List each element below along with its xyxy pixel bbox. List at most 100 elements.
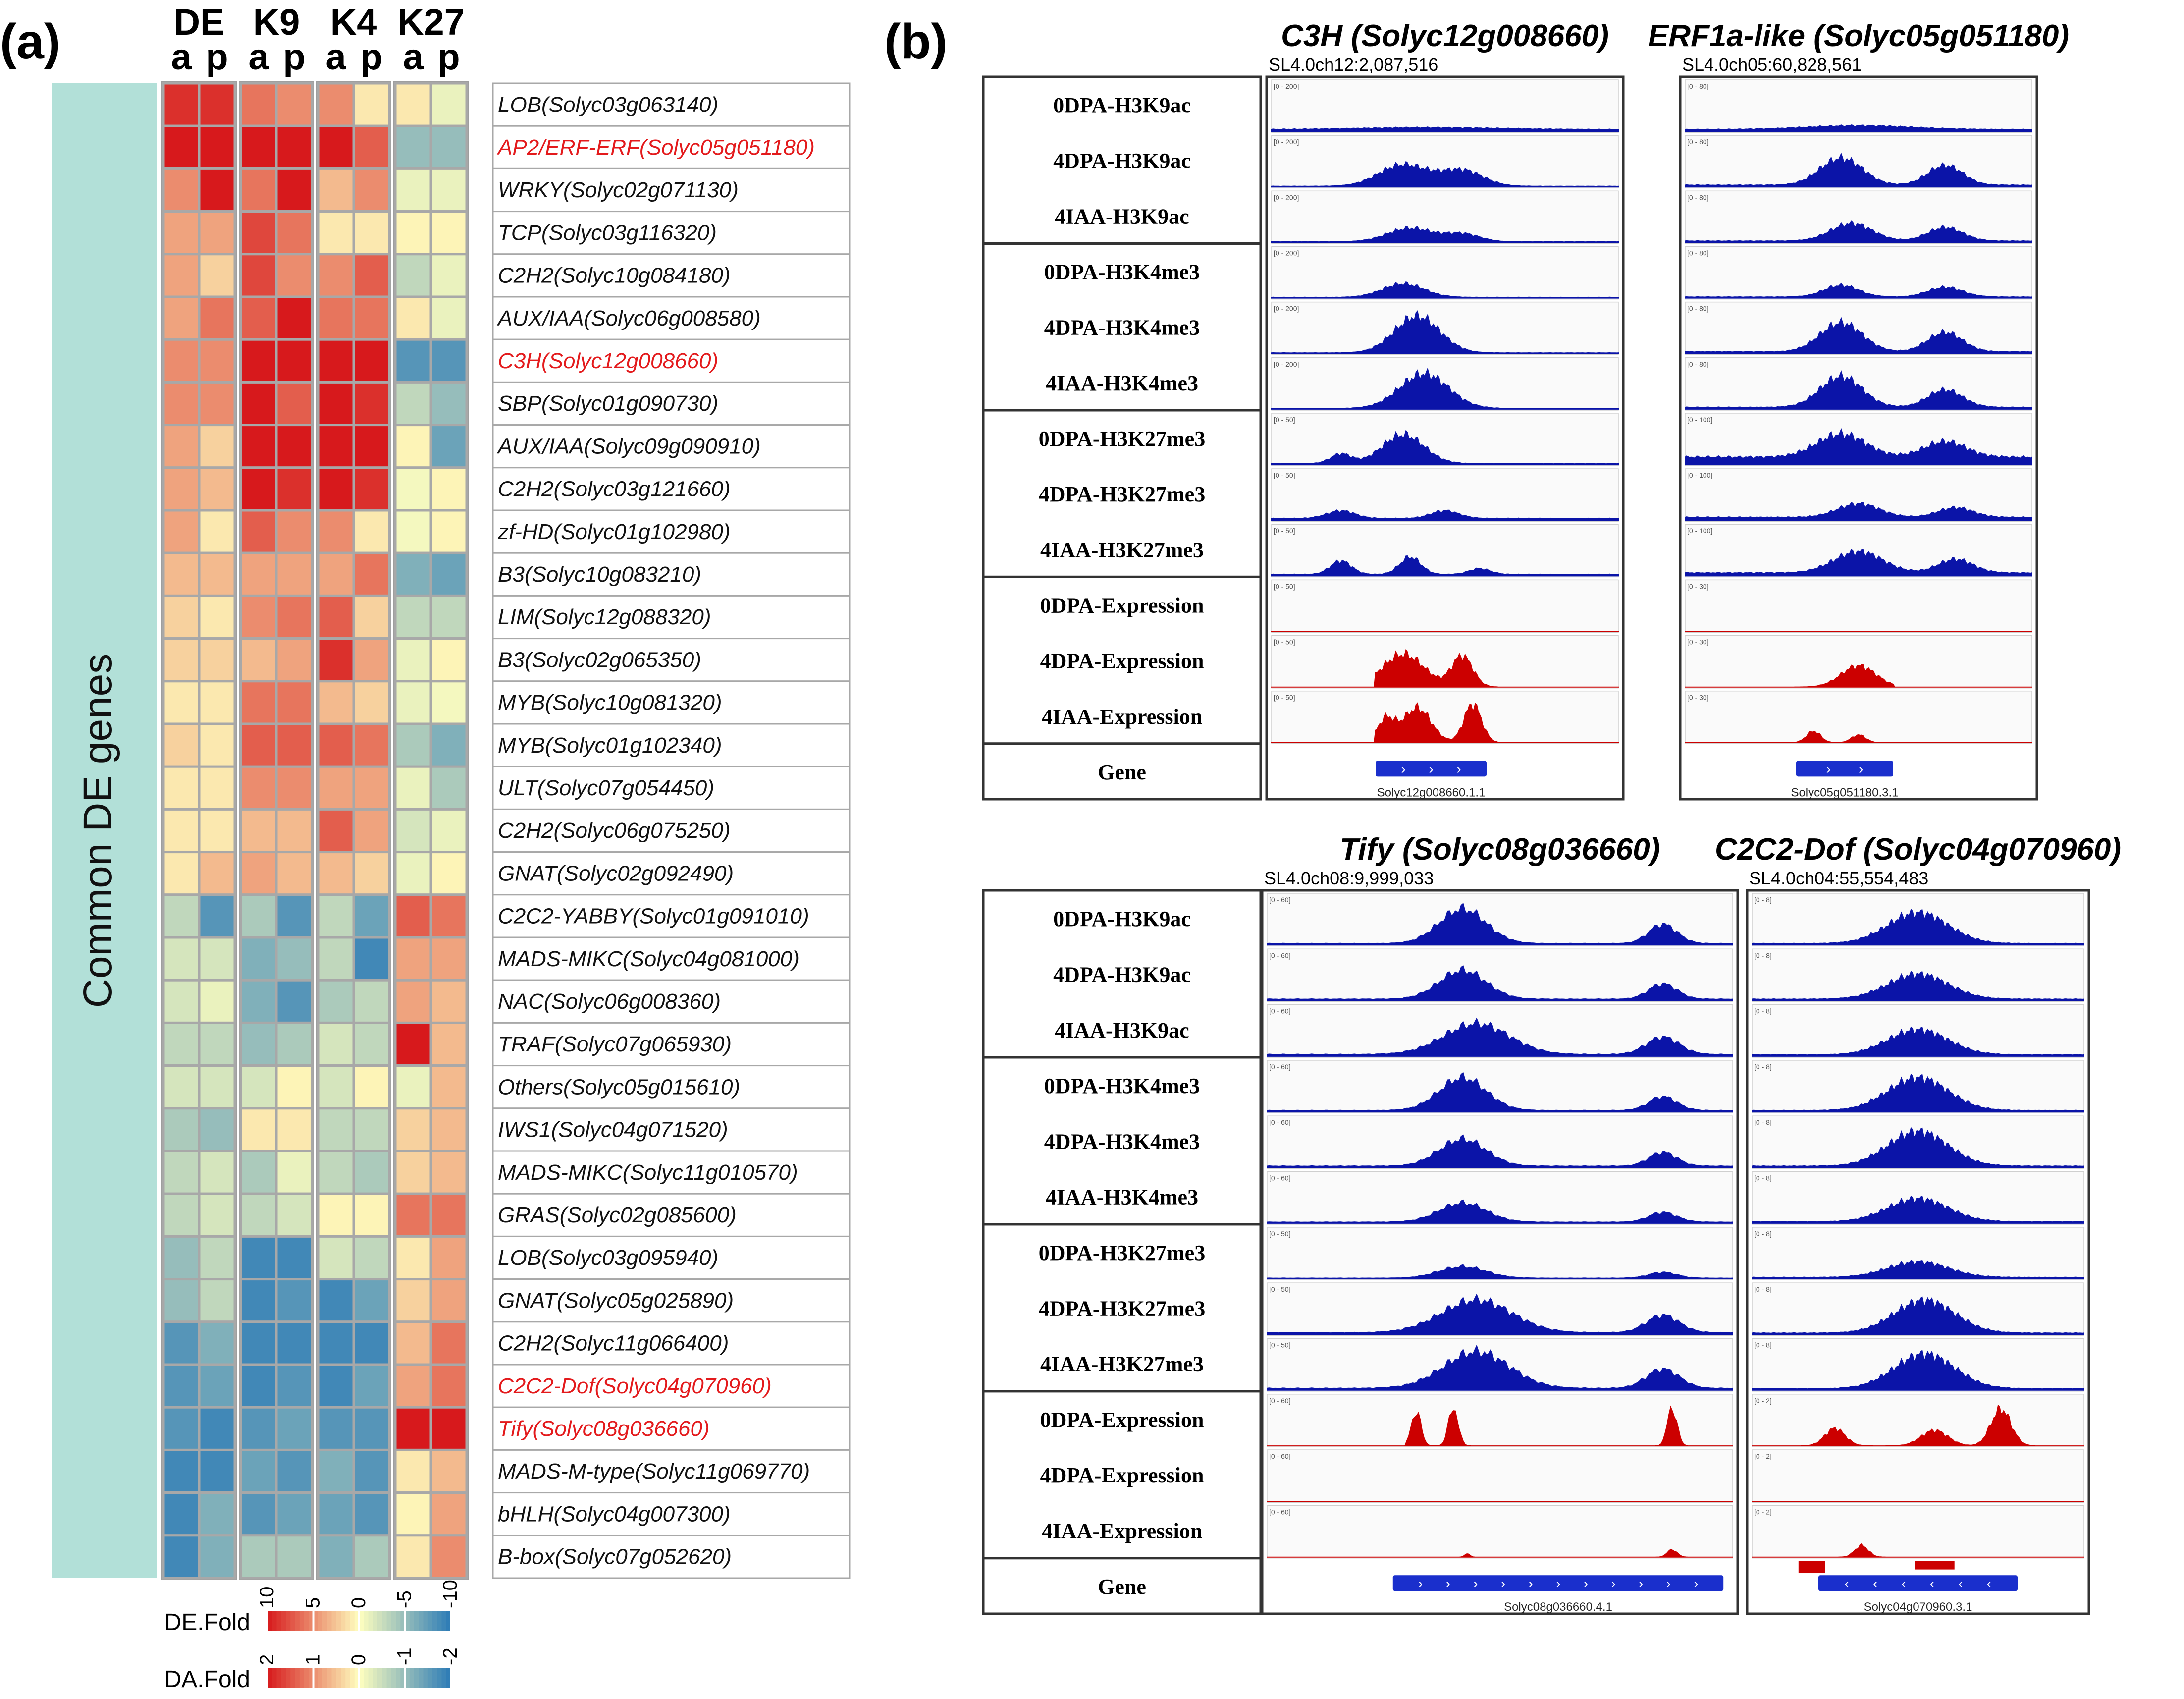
heatmap-cell: [394, 1235, 432, 1281]
gene-label-group: [982, 1557, 1262, 1615]
gene-model: [1376, 761, 1487, 777]
track-background: [1752, 1394, 2084, 1447]
da-legend-gradient-step: [427, 1668, 433, 1688]
track-background: [1267, 1394, 1733, 1447]
track-scale-label: [0 - 80]: [1687, 360, 1709, 368]
heatmap-cell: [317, 637, 355, 683]
de-legend-gradient-step: [400, 1611, 406, 1631]
heatmap-cell: [198, 594, 236, 640]
chip-track: [1752, 1350, 2084, 1391]
heatmap-cell: [162, 1448, 201, 1494]
heatmap-cell: [275, 124, 314, 170]
gene-row-expression-mark: [1915, 1561, 1955, 1570]
track-row-label: 4IAA-Expression: [1042, 705, 1202, 729]
heatmap-cell: [352, 1363, 391, 1409]
heatmap-cell: [239, 1150, 278, 1195]
heatmap-cell: [394, 893, 432, 939]
heatmap-cell: [239, 637, 278, 683]
heatmap-cell: [394, 1320, 432, 1366]
de-legend-gradient-step: [318, 1611, 323, 1631]
heatmap-cell: [317, 424, 355, 469]
heatmap-cell: [352, 338, 391, 384]
gene-label: GNAT(Solyc05g025890): [498, 1288, 734, 1313]
heatmap-cell: [198, 936, 236, 982]
heatmap-cell: [394, 936, 432, 982]
heatmap-cell: [394, 765, 432, 811]
heatmap-cell: [198, 722, 236, 768]
chip-track: [1685, 282, 2032, 299]
heatmap-cell: [352, 1534, 391, 1580]
heatmap-cell: [198, 1107, 236, 1152]
gene-label: LIM(Solyc12g088320): [498, 605, 711, 629]
chip-track: [1685, 370, 2032, 410]
heatmap-cell: [198, 466, 236, 512]
heatmap-cell: [317, 979, 355, 1024]
heatmap-cell: [275, 722, 314, 768]
heatmap-cell: [429, 82, 468, 127]
gene-label-box: [492, 1193, 851, 1237]
heatmap-cell: [275, 167, 314, 213]
da-legend-gradient-step: [446, 1668, 451, 1688]
heatmap-cell: [198, 509, 236, 554]
heatmap-cell: [394, 424, 432, 469]
heatmap-cell: [239, 381, 278, 427]
track-scale-label: [0 - 50]: [1269, 1341, 1291, 1349]
de-legend-gradient-step: [446, 1611, 451, 1631]
track-background: [1267, 1227, 1733, 1280]
de-legend-gradient-step: [341, 1611, 346, 1631]
gene-label-box: [492, 253, 851, 298]
de-legend-gradient-step: [364, 1611, 369, 1631]
track-row-label: 4DPA-H3K9ac: [1053, 149, 1191, 173]
heatmap-cell: [317, 851, 355, 896]
group-sidebar: [52, 83, 157, 1578]
track-scale-label: [0 - 8]: [1754, 1341, 1772, 1349]
track-scale-label: [0 - 80]: [1687, 138, 1709, 146]
heatmap-cell: [394, 210, 432, 256]
heatmap-cell: [394, 1534, 432, 1580]
da-legend-gradient-step: [386, 1668, 392, 1688]
heatmap-cell: [394, 1150, 432, 1195]
heatmap-cell: [352, 295, 391, 341]
gene-label: C2H2(Solyc03g121660): [498, 477, 731, 501]
chip-track: [1271, 367, 1619, 410]
heatmap-cell: [352, 1064, 391, 1110]
gene-label-box: [492, 211, 851, 255]
de-legend-gradient-step: [441, 1611, 447, 1631]
de-legend-gradient-step: [377, 1611, 383, 1631]
heatmap-cell: [239, 722, 278, 768]
heatmap-cell: [198, 1150, 236, 1195]
track-scale-label: [0 - 100]: [1687, 416, 1712, 424]
heatmap-cell: [162, 1491, 201, 1537]
gene-label: AUX/IAA(Solyc06g008580): [496, 306, 761, 330]
de-legend-gradient-step: [276, 1611, 282, 1631]
da-legend-gradient-step: [286, 1668, 291, 1688]
track-background: [1267, 1449, 1733, 1503]
track-scale-label: [0 - 2]: [1754, 1397, 1772, 1405]
heatmap-cell: [162, 1534, 201, 1580]
heatmap-cell: [275, 1491, 314, 1537]
chip-track: [1267, 1199, 1733, 1224]
heatmap-cell: [198, 381, 236, 427]
gene-model: [1796, 761, 1893, 777]
track-background: [1271, 413, 1619, 466]
heatmap-cell: [317, 466, 355, 512]
chip-track: [1752, 1296, 2084, 1335]
gene-direction-arrow: ›: [1694, 1576, 1698, 1591]
da-legend-gradient-step: [437, 1668, 442, 1688]
heatmap-cell: [317, 808, 355, 854]
heatmap-cell: [429, 936, 468, 982]
heatmap-cell: [317, 594, 355, 640]
heatmap-cell: [352, 1448, 391, 1494]
heatmap-cell: [239, 765, 278, 811]
heatmap-cell: [352, 637, 391, 683]
heatmap-cell: [352, 808, 391, 854]
da-legend-gradient-step: [304, 1668, 310, 1688]
gene-label-box: [492, 381, 851, 426]
heatmap-cell: [429, 851, 468, 896]
track-scale-label: [0 - 30]: [1687, 638, 1709, 646]
gene-panel-title: C2C2-Dof (Solyc04g070960): [1715, 832, 2121, 867]
heatmap-cell: [317, 210, 355, 256]
heatmap-cell: [162, 509, 201, 554]
track-background: [1271, 579, 1619, 633]
heatmap-cell: [352, 1150, 391, 1195]
